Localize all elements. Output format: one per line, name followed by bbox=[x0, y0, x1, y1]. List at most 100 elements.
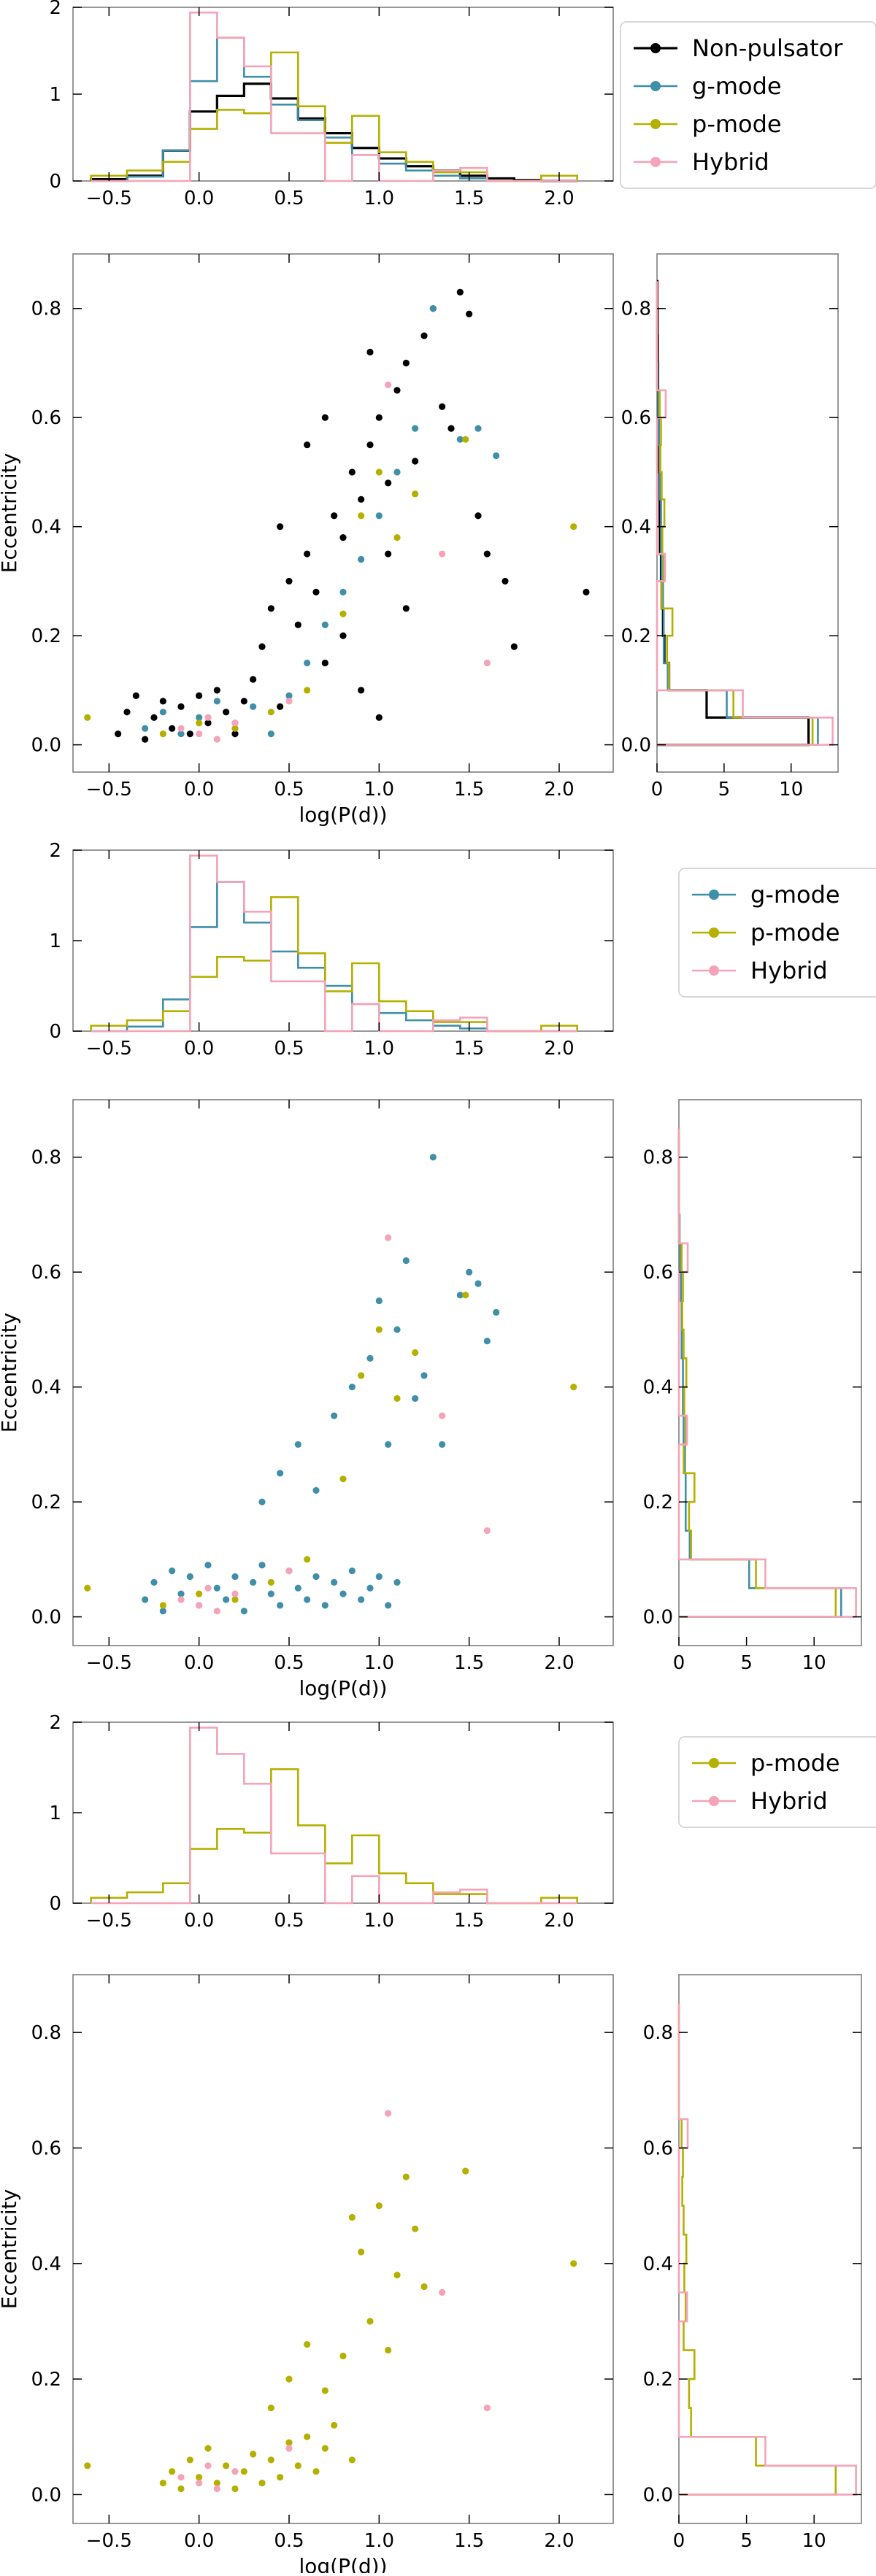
scatter-point-hybrid bbox=[204, 2462, 212, 2469]
scatter-point-pmode bbox=[570, 2260, 577, 2267]
scatter-point-pmode bbox=[223, 2462, 230, 2469]
scatter-point-nonpulsator bbox=[348, 468, 356, 476]
scatter-point-nonpulsator bbox=[321, 414, 328, 421]
scatter-point-pmode bbox=[159, 730, 166, 738]
y-tick-label: 0.0 bbox=[621, 735, 651, 757]
scatter-point-nonpulsator bbox=[240, 698, 247, 705]
scatter-point-pmode bbox=[267, 1578, 274, 1586]
scatter-point-gmode bbox=[483, 1338, 491, 1345]
scatter-point-hybrid bbox=[483, 659, 491, 667]
scatter-point-gmode bbox=[493, 452, 500, 460]
scatter-point-hybrid bbox=[483, 1527, 491, 1535]
side-histogram-frame bbox=[678, 1099, 862, 1646]
scatter-point-pmode bbox=[250, 2450, 257, 2458]
scatter-point-gmode bbox=[321, 1602, 328, 1609]
scatter-point-gmode bbox=[439, 1441, 446, 1449]
scatter-point-gmode bbox=[358, 555, 365, 563]
scatter-point-pmode bbox=[412, 490, 419, 498]
y-tick-label: 1 bbox=[49, 84, 61, 106]
y-tick-label: 0.8 bbox=[621, 298, 651, 320]
scatter-point-pmode bbox=[358, 512, 365, 520]
x-tick-label: 1.5 bbox=[454, 1652, 484, 1674]
scatter-point-hybrid bbox=[204, 1584, 212, 1592]
histogram-frame bbox=[72, 1721, 614, 1904]
x-tick-label: 1.5 bbox=[454, 1038, 484, 1060]
scatter-point-hybrid bbox=[231, 2468, 239, 2475]
scatter-point-pmode bbox=[312, 2468, 320, 2475]
y-tick-label: 2 bbox=[49, 1712, 61, 1734]
legend-marker bbox=[650, 157, 661, 167]
legend-marker bbox=[650, 119, 661, 129]
scatter-point-nonpulsator bbox=[186, 730, 193, 738]
scatter-point-pmode bbox=[186, 2456, 193, 2464]
legend-box bbox=[678, 1736, 876, 1828]
scatter-point-hybrid bbox=[439, 2288, 446, 2296]
scatter-point-nonpulsator bbox=[366, 441, 374, 449]
x-tick-label: 0 bbox=[673, 2530, 685, 2552]
scatter-point-hybrid bbox=[204, 714, 212, 721]
x-tick-label: 2.0 bbox=[544, 1910, 574, 1932]
scatter-point-pmode bbox=[277, 2474, 284, 2481]
scatter-point-hybrid bbox=[177, 725, 185, 732]
scatter-point-nonpulsator bbox=[375, 714, 383, 721]
scatter-point-pmode bbox=[267, 2405, 274, 2412]
y-tick-label: 0.2 bbox=[621, 625, 651, 647]
scatter-point-gmode bbox=[312, 1573, 320, 1581]
scatter-point-pmode bbox=[285, 2375, 293, 2383]
scatter-point-gmode bbox=[196, 714, 203, 721]
scatter-point-gmode bbox=[339, 588, 347, 595]
scatter-point-gmode bbox=[304, 659, 311, 667]
scatter-point-nonpulsator bbox=[474, 512, 482, 520]
scatter-point-gmode bbox=[186, 1573, 193, 1581]
scatter-point-gmode bbox=[331, 1412, 338, 1419]
y-tick-label: 0.6 bbox=[643, 1262, 673, 1284]
x-tick-label: 1.5 bbox=[454, 188, 484, 209]
legend-marker bbox=[709, 965, 719, 976]
y-tick-label: 0.8 bbox=[643, 1147, 673, 1169]
x-tick-label: 0.0 bbox=[184, 1038, 214, 1060]
y-tick-label: 0.6 bbox=[31, 2137, 61, 2159]
x-tick-label: 0.5 bbox=[274, 779, 304, 801]
scatter-point-pmode bbox=[304, 1556, 311, 1563]
scatter-point-gmode bbox=[142, 1596, 149, 1603]
scatter-point-gmode bbox=[412, 425, 419, 432]
y-tick-label: 0.6 bbox=[621, 407, 651, 429]
scatter-point-nonpulsator bbox=[213, 687, 220, 694]
scatter-point-gmode bbox=[177, 1590, 185, 1597]
scatter-point-pmode bbox=[196, 2474, 203, 2481]
y-tick-label: 2 bbox=[49, 840, 61, 862]
side-histogram-step-pmode bbox=[677, 2003, 837, 2496]
scatter-point-nonpulsator bbox=[510, 643, 518, 650]
scatter-point-hybrid bbox=[177, 1596, 185, 1603]
scatter-point-pmode bbox=[159, 2479, 166, 2487]
x-tick-label: 2.0 bbox=[544, 188, 574, 209]
legend-label: p-mode bbox=[750, 1749, 840, 1777]
scatter-point-hybrid bbox=[196, 730, 203, 738]
legend-label: Hybrid bbox=[692, 148, 769, 176]
y-tick-label: 0 bbox=[49, 171, 61, 193]
y-tick-label: 0.2 bbox=[31, 625, 61, 647]
scatter-point-nonpulsator bbox=[285, 577, 293, 585]
side-histogram-frame bbox=[656, 253, 839, 773]
scatter-point-nonpulsator bbox=[402, 359, 410, 367]
scatter-point-gmode bbox=[213, 698, 220, 705]
histogram-step-hybrid bbox=[91, 11, 577, 182]
scatter-point-nonpulsator bbox=[358, 687, 365, 694]
scatter-point-nonpulsator bbox=[483, 550, 491, 558]
scatter-point-gmode bbox=[250, 1578, 257, 1586]
scatter-point-pmode bbox=[375, 2202, 383, 2210]
scatter-point-pmode bbox=[267, 709, 274, 716]
x-tick-label: 1.0 bbox=[364, 2530, 394, 2552]
scatter-point-nonpulsator bbox=[115, 730, 122, 738]
x-tick-label: 5 bbox=[718, 779, 731, 801]
y-tick-label: 0.6 bbox=[31, 1262, 61, 1284]
scatter-point-pmode bbox=[366, 2318, 374, 2325]
scatter-point-nonpulsator bbox=[375, 414, 383, 421]
scatter-point-gmode bbox=[456, 436, 464, 443]
x-tick-label: 0.0 bbox=[184, 1652, 214, 1674]
y-tick-label: 0.0 bbox=[31, 2484, 61, 2506]
scatter-point-nonpulsator bbox=[412, 458, 419, 465]
scatter-point-nonpulsator bbox=[366, 348, 374, 356]
scatter-point-nonpulsator bbox=[150, 714, 158, 721]
x-tick-label: 0 bbox=[673, 1652, 685, 1674]
